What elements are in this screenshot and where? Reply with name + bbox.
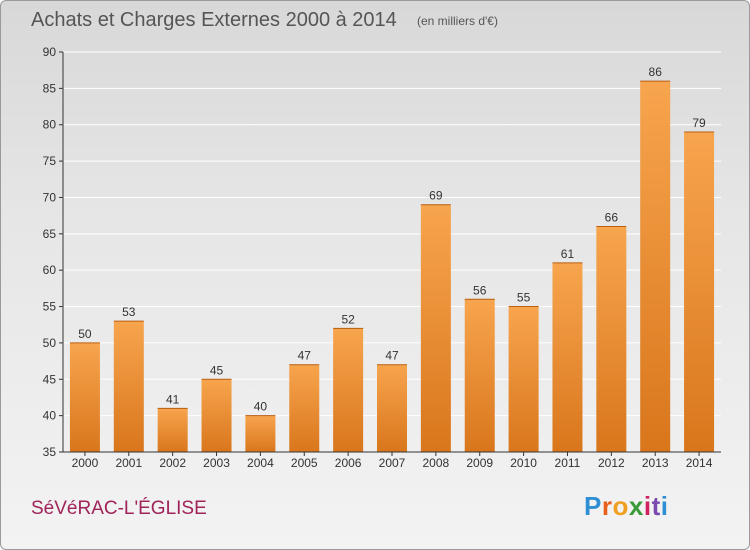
logo-letter: r xyxy=(601,491,613,521)
value-label: 55 xyxy=(517,291,531,305)
bar-2001 xyxy=(113,321,144,452)
logo-letter: o xyxy=(612,491,629,521)
y-tick-label: 40 xyxy=(43,409,57,423)
logo-letter: P xyxy=(584,491,602,521)
value-label: 69 xyxy=(429,189,443,203)
chart-unit: (en milliers d'€) xyxy=(417,14,498,28)
value-label: 53 xyxy=(122,305,136,319)
bar-2013 xyxy=(640,81,671,452)
y-tick-label: 55 xyxy=(43,300,57,314)
proxiti-logo: Proxiti xyxy=(584,491,668,522)
bar-2002 xyxy=(157,408,188,452)
x-tick-label: 2007 xyxy=(379,456,406,470)
bar-2008 xyxy=(420,204,451,452)
x-tick-label: 2010 xyxy=(510,456,537,470)
bar-2010 xyxy=(508,306,539,452)
x-tick-label: 2014 xyxy=(686,456,713,470)
logo-letter: t xyxy=(651,491,661,521)
commune-name: SéVéRAC-L'ÉGLISE xyxy=(31,498,207,519)
bar-2012 xyxy=(596,226,627,452)
x-tick-label: 2011 xyxy=(555,456,581,470)
bar-2007 xyxy=(377,364,407,452)
x-tick-label: 2005 xyxy=(291,456,318,470)
y-tick-label: 65 xyxy=(43,227,57,241)
logo-letter: x xyxy=(628,491,644,521)
value-label: 47 xyxy=(385,349,399,363)
y-tick-label: 35 xyxy=(43,445,57,459)
bar-2006 xyxy=(333,328,364,452)
logo-letter: i xyxy=(643,491,652,521)
x-tick-label: 2000 xyxy=(72,456,99,470)
x-tick-label: 2013 xyxy=(642,456,669,470)
bar-2000 xyxy=(69,342,100,452)
bar-2014 xyxy=(684,132,715,452)
chart-title: Achats et Charges Externes 2000 à 2014 xyxy=(31,9,397,31)
x-tick-label: 2012 xyxy=(598,456,625,470)
value-label: 52 xyxy=(341,312,355,326)
y-tick-label: 50 xyxy=(43,336,57,350)
value-label: 56 xyxy=(473,283,487,297)
y-tick-label: 60 xyxy=(43,263,57,277)
bar-2011 xyxy=(552,262,583,452)
value-label: 40 xyxy=(254,400,268,414)
y-tick-label: 45 xyxy=(43,372,57,386)
y-tick-label: 70 xyxy=(43,190,57,204)
value-label: 79 xyxy=(692,116,706,130)
y-tick-label: 75 xyxy=(43,154,57,168)
value-label: 66 xyxy=(605,211,619,225)
y-tick-label: 80 xyxy=(43,118,57,132)
value-label: 45 xyxy=(210,363,224,377)
value-label: 41 xyxy=(166,392,180,406)
x-tick-label: 2001 xyxy=(115,456,142,470)
value-label: 50 xyxy=(78,327,92,341)
x-tick-label: 2008 xyxy=(423,456,450,470)
bar-2009 xyxy=(464,299,495,452)
x-tick-label: 2006 xyxy=(335,456,362,470)
x-tick-label: 2003 xyxy=(203,456,230,470)
logo-letter: i xyxy=(660,491,669,521)
value-label: 47 xyxy=(298,349,312,363)
y-tick-label: 85 xyxy=(43,81,57,95)
bar-2003 xyxy=(201,379,232,452)
bar-2005 xyxy=(289,364,320,452)
value-label: 61 xyxy=(561,247,575,261)
y-tick-label: 90 xyxy=(43,45,57,59)
x-tick-label: 2002 xyxy=(159,456,186,470)
value-label: 86 xyxy=(649,65,663,79)
x-tick-label: 2009 xyxy=(466,456,493,470)
x-tick-label: 2004 xyxy=(247,456,274,470)
bar-2004 xyxy=(245,415,276,452)
